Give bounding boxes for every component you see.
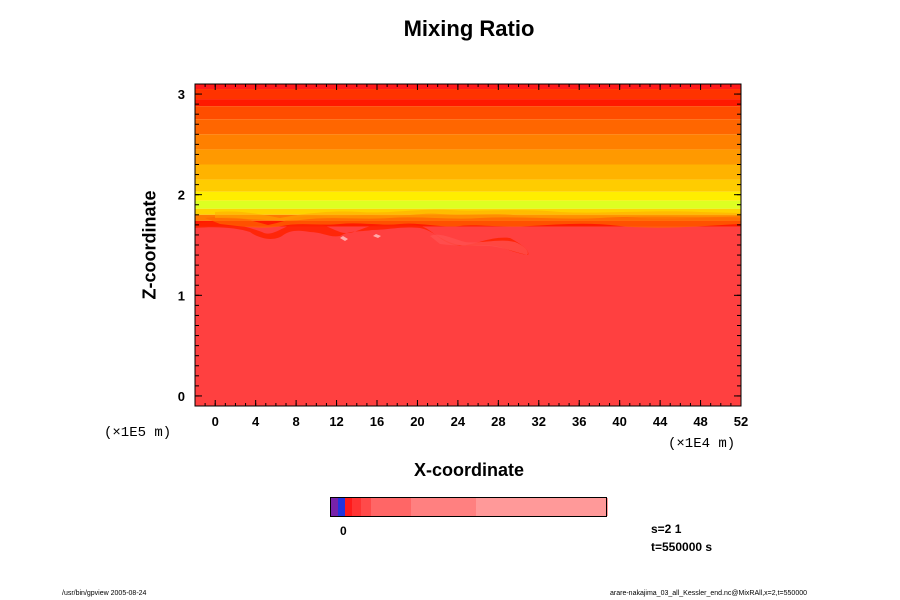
x-tick-label: 16 bbox=[370, 414, 384, 429]
x-tick-label: 24 bbox=[451, 414, 466, 429]
x-tick-label: 44 bbox=[653, 414, 668, 429]
colorbar-swatch-3 bbox=[352, 498, 361, 516]
x-tick-label: 20 bbox=[410, 414, 424, 429]
colorbar-swatch-0 bbox=[331, 498, 338, 516]
mixing-front-layer bbox=[195, 209, 741, 255]
contour-band-6 bbox=[195, 149, 741, 165]
y-scale-label: (×1E5 m) bbox=[104, 425, 172, 441]
time-annotation: t=550000 s bbox=[651, 540, 713, 554]
contour-band-10 bbox=[195, 200, 741, 209]
contour-band-9 bbox=[195, 191, 741, 201]
contour-band-1 bbox=[195, 89, 741, 100]
colorbar-zero-label: 0 bbox=[340, 524, 347, 538]
colorbar-frame bbox=[330, 497, 607, 517]
x-tick-label: 32 bbox=[532, 414, 546, 429]
x-tick-label: 48 bbox=[693, 414, 707, 429]
x-tick-label: 28 bbox=[491, 414, 505, 429]
contour-band-8 bbox=[195, 179, 741, 192]
colorbar-swatch-4 bbox=[361, 498, 371, 516]
x-tick-label: 12 bbox=[329, 414, 343, 429]
contour-band-4 bbox=[195, 119, 741, 135]
contour-band-14 bbox=[195, 226, 741, 406]
x-axis-label: X-coordinate bbox=[413, 460, 524, 480]
x-tick-label: 52 bbox=[734, 414, 748, 429]
x-tick-label: 4 bbox=[252, 414, 260, 429]
colorbar bbox=[330, 497, 608, 517]
chart-title: Mixing Ratio bbox=[403, 16, 535, 41]
contour-band-5 bbox=[195, 134, 741, 150]
colorbar-swatch-6 bbox=[411, 498, 476, 516]
x-tick-label: 36 bbox=[572, 414, 586, 429]
colorbar-swatch-2 bbox=[345, 498, 352, 516]
colorbar-swatch-5 bbox=[371, 498, 411, 516]
contour-band-3 bbox=[195, 106, 741, 120]
x-tick-label: 0 bbox=[212, 414, 219, 429]
footer-source: arare-nakajima_03_all_Kessler_end.nc@Mix… bbox=[610, 590, 807, 597]
contour-band-2 bbox=[195, 99, 741, 107]
colorbar-swatch-7 bbox=[476, 498, 608, 516]
y-axis-label: Z-coordinate bbox=[139, 190, 160, 300]
y-tick-label: 0 bbox=[178, 389, 185, 404]
x-tick-label: 8 bbox=[292, 414, 299, 429]
x-scale-label: (×1E4 m) bbox=[668, 436, 736, 452]
contour-band-7 bbox=[195, 164, 741, 180]
y-tick-label: 1 bbox=[178, 288, 185, 303]
footer-command: /usr/bin/gpview 2005-08-24 bbox=[62, 590, 147, 597]
y-tick-label: 3 bbox=[178, 87, 185, 102]
colorbar-swatch-1 bbox=[338, 498, 345, 516]
y-tick-label: 2 bbox=[178, 188, 185, 203]
x-tick-label: 40 bbox=[612, 414, 626, 429]
step-annotation: s=2 1 bbox=[651, 522, 682, 536]
